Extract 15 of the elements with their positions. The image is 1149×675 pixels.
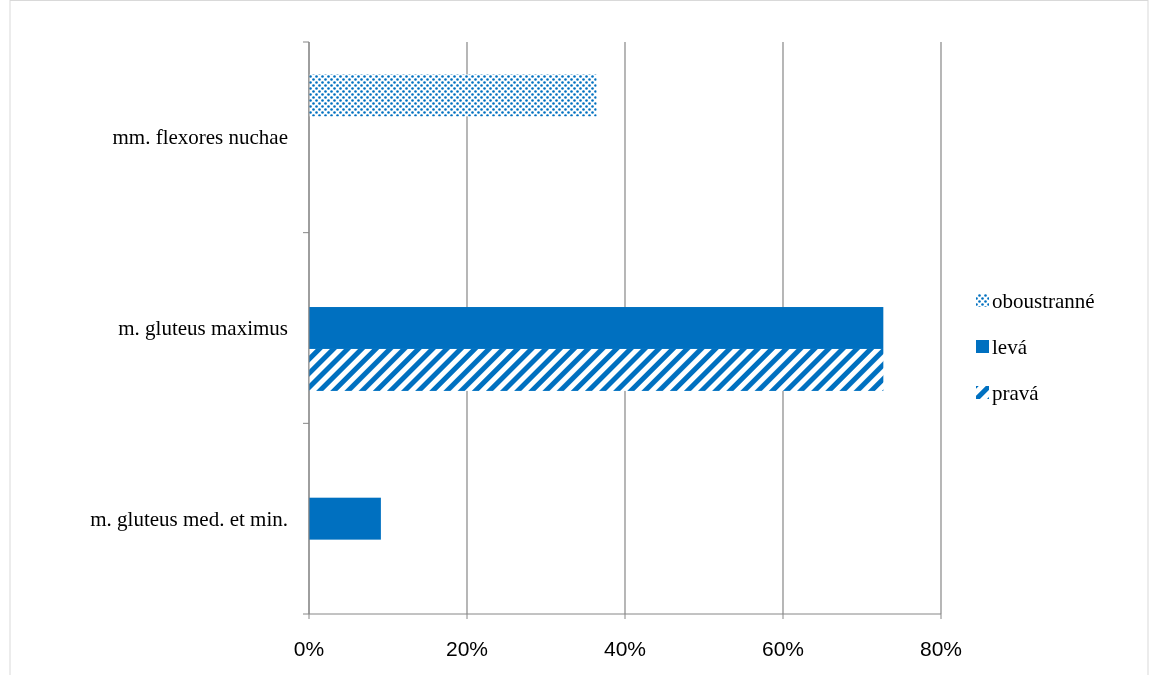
bar: [309, 348, 884, 391]
y-tick-label: m. gluteus maximus: [118, 316, 288, 340]
legend-label: pravá: [992, 381, 1040, 405]
x-tick-label: 0%: [293, 637, 325, 660]
x-tick-label: 60%: [761, 637, 805, 660]
x-tick-label: 40%: [603, 637, 647, 660]
y-tick-label: mm. flexores nuchae: [112, 125, 288, 150]
legend-label: levá: [992, 335, 1028, 359]
bar: [309, 497, 381, 540]
x-tick-label: 80%: [919, 637, 963, 660]
y-tick-label: m. gluteus med. et min.: [90, 506, 288, 531]
legend-label: oboustranné: [992, 289, 1095, 313]
bar: [309, 307, 884, 349]
x-tick-label: 20%: [445, 637, 489, 660]
bar: [309, 74, 597, 117]
